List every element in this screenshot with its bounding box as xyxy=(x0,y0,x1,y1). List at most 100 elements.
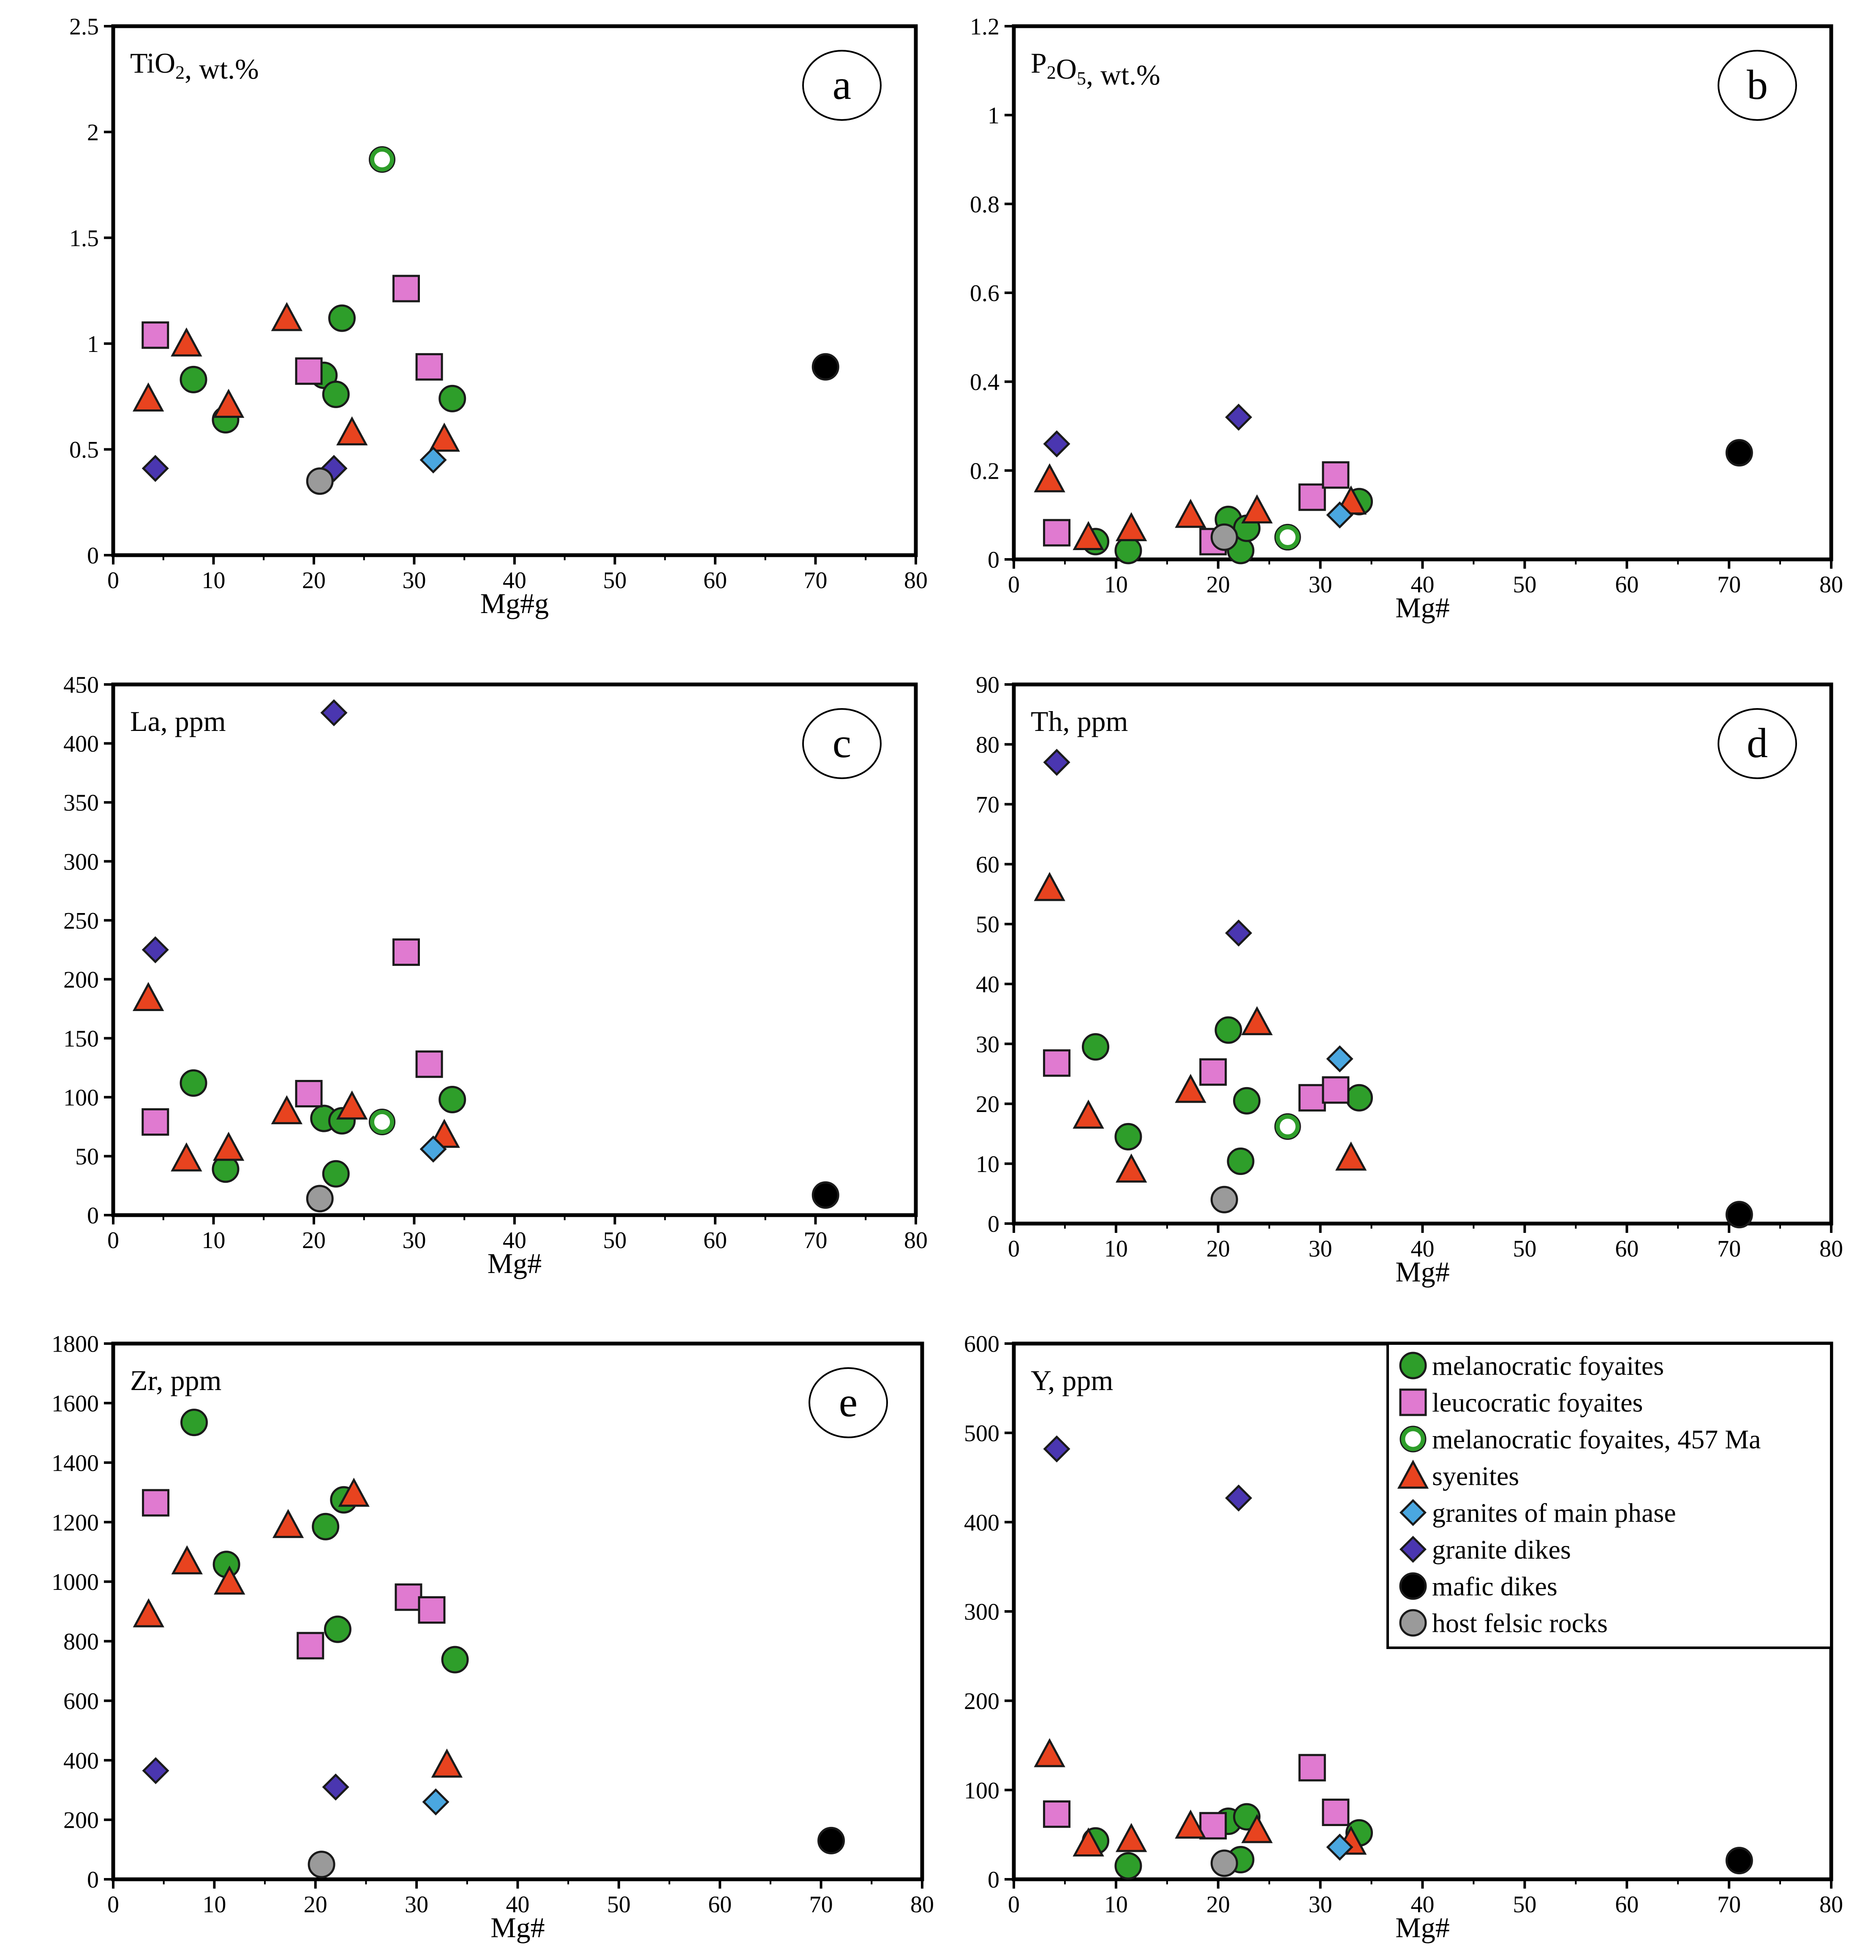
y-tick-label-f-1: 100 xyxy=(964,1777,999,1804)
point-e-mafic-0 xyxy=(817,1826,845,1854)
x-tick-label-a-6: 60 xyxy=(703,567,727,594)
point-a-leucocratic-1 xyxy=(295,357,323,385)
y-tick-label-e-6: 1200 xyxy=(52,1510,99,1536)
y-tick-label-c-0: 0 xyxy=(87,1203,99,1229)
point-e-syenites-3 xyxy=(272,1509,304,1538)
point-c-syenites-4 xyxy=(336,1090,368,1120)
point-d-melano457-0 xyxy=(1274,1113,1301,1139)
x-tick-label-f-6: 60 xyxy=(1615,1892,1639,1918)
x-tick-label-e-7: 70 xyxy=(809,1892,833,1918)
panel-letter-badge-a xyxy=(802,50,882,121)
chart-panel-b: 0 10 20 30 40 50 60 70 80 0 0.2 0.4 0.6 0.8 1 1.2 Mg# P2O… xyxy=(970,14,1843,624)
chart-panel-d: 0 10 20 30 40 50 60 70 80 0 10 20 30 40 50 60 70 80 90 Mg# T… xyxy=(976,672,1843,1288)
x-tick-label-b-8: 80 xyxy=(1819,572,1843,598)
legend-marker-granites_main xyxy=(1399,1499,1427,1527)
point-c-granites_main-0 xyxy=(419,1135,447,1163)
x-tick-label-b-3: 30 xyxy=(1309,572,1332,598)
y-tick-label-d-9: 90 xyxy=(976,672,999,698)
y-tick-label-a-4: 2 xyxy=(87,120,99,146)
panel-letter-d: d xyxy=(1747,720,1768,766)
point-f-host-0 xyxy=(1210,1849,1238,1877)
point-d-melanocratic-3 xyxy=(1227,1148,1255,1175)
y-tick-label-f-6: 600 xyxy=(964,1331,999,1358)
x-tick-label-c-7: 70 xyxy=(804,1227,828,1254)
point-e-syenites-2 xyxy=(214,1565,245,1595)
point-f-granites_main-0 xyxy=(1326,1833,1353,1861)
point-e-syenites-4 xyxy=(338,1477,370,1507)
point-c-melanocratic-5 xyxy=(438,1085,466,1113)
point-a-melanocratic-5 xyxy=(438,384,466,412)
y-tick-label-a-0: 0 xyxy=(87,543,99,569)
point-e-melanocratic-2 xyxy=(312,1513,340,1540)
x-tick-label-c-2: 20 xyxy=(302,1227,326,1254)
point-d-melanocratic-1 xyxy=(1114,1123,1142,1150)
x-tick-label-b-4: 40 xyxy=(1411,572,1435,598)
point-f-granite_dikes-1 xyxy=(1225,1484,1252,1512)
point-a-host-0 xyxy=(306,467,334,495)
legend-marker-granite_dikes xyxy=(1399,1535,1427,1563)
x-tick-label-d-3: 30 xyxy=(1309,1236,1332,1262)
y-tick-label-f-3: 300 xyxy=(964,1599,999,1625)
legend-label-granite_dikes: granite dikes xyxy=(1432,1535,1571,1565)
x-tick-label-b-0: 0 xyxy=(1008,572,1020,598)
point-d-granite_dikes-1 xyxy=(1225,919,1252,947)
y-tick-label-e-2: 400 xyxy=(63,1748,99,1774)
x-tick-label-a-5: 50 xyxy=(603,567,627,594)
chart-title-e: Zr, ppm xyxy=(130,1364,221,1396)
point-e-leucocratic-0 xyxy=(142,1489,170,1517)
point-c-syenites-3 xyxy=(271,1095,303,1124)
point-e-melanocratic-5 xyxy=(441,1646,469,1674)
point-f-granite_dikes-0 xyxy=(1043,1435,1070,1463)
point-c-leucocratic-0 xyxy=(142,1108,169,1136)
point-c-host-0 xyxy=(306,1185,334,1213)
point-e-leucocratic-3 xyxy=(418,1596,446,1624)
point-a-syenites-2 xyxy=(212,389,245,418)
point-a-melanocratic-3 xyxy=(322,380,350,408)
x-tick-label-d-4: 40 xyxy=(1411,1236,1435,1262)
x-tick-label-f-2: 20 xyxy=(1206,1892,1230,1918)
point-a-granite_dikes-0 xyxy=(142,455,169,482)
point-d-leucocratic-3 xyxy=(1322,1076,1350,1104)
point-f-leucocratic-2 xyxy=(1298,1754,1326,1782)
x-axis-label-c: Mg# xyxy=(487,1247,542,1279)
x-tick-label-e-6: 60 xyxy=(708,1892,732,1918)
x-axis-label-a: Mg#g xyxy=(480,587,549,619)
point-a-syenites-4 xyxy=(336,416,368,446)
point-b-granite_dikes-1 xyxy=(1225,403,1252,431)
point-f-syenites-4 xyxy=(1241,1814,1273,1843)
legend-marker-melanocratic xyxy=(1399,1352,1427,1379)
point-f-leucocratic-0 xyxy=(1043,1800,1071,1828)
x-tick-label-a-1: 10 xyxy=(202,567,226,594)
point-d-melanocratic-2 xyxy=(1214,1016,1242,1044)
point-c-syenites-0 xyxy=(132,982,164,1011)
point-a-leucocratic-3 xyxy=(415,353,443,381)
point-b-syenites-4 xyxy=(1241,494,1273,523)
point-a-syenites-0 xyxy=(132,382,164,412)
y-tick-label-c-7: 350 xyxy=(63,790,99,816)
legend-marker-syenites xyxy=(1397,1459,1429,1489)
x-tick-label-d-5: 50 xyxy=(1513,1236,1536,1262)
point-e-granites_main-0 xyxy=(422,1788,449,1816)
point-a-syenites-3 xyxy=(271,302,303,331)
chart-title-d: Th, ppm xyxy=(1031,705,1128,737)
point-d-granites_main-0 xyxy=(1326,1045,1353,1073)
point-b-host-0 xyxy=(1210,523,1238,551)
point-b-syenites-1 xyxy=(1073,521,1104,550)
y-tick-label-c-5: 250 xyxy=(63,908,99,934)
point-d-syenites-1 xyxy=(1073,1099,1104,1129)
point-c-mafic-0 xyxy=(811,1181,839,1209)
legend-label-host: host felsic rocks xyxy=(1432,1608,1608,1638)
x-tick-label-d-8: 80 xyxy=(1819,1236,1843,1262)
point-a-melano457-0 xyxy=(369,146,395,173)
point-e-syenites-5 xyxy=(431,1748,463,1778)
y-tick-label-d-1: 10 xyxy=(976,1151,999,1178)
legend-marker-melano457 xyxy=(1400,1426,1426,1452)
point-a-mafic-0 xyxy=(811,353,839,381)
legend-marker-host xyxy=(1399,1609,1427,1637)
point-e-host-0 xyxy=(308,1851,335,1878)
chart-panel-f: 0 10 20 30 40 50 60 70 80 0 100 200 300 400 500 600 Mg# Y… xyxy=(964,1331,1843,1944)
legend-marker-mafic xyxy=(1399,1572,1427,1600)
x-tick-label-c-4: 40 xyxy=(503,1227,526,1254)
point-f-mafic-0 xyxy=(1725,1847,1753,1875)
x-tick-label-a-0: 0 xyxy=(107,567,119,594)
